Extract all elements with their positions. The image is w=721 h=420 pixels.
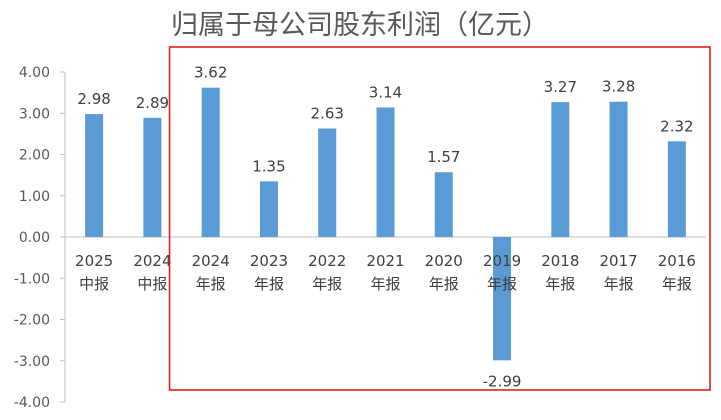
bar	[85, 114, 104, 237]
data-label: 3.14	[369, 83, 402, 101]
x-tick-label: 2024	[133, 252, 171, 270]
x-tick-label: 年报	[662, 275, 692, 293]
y-tick-label: -2.00	[14, 313, 50, 329]
x-tick-label: 年报	[487, 275, 517, 293]
y-tick-label: 1.00	[19, 189, 50, 205]
y-tick-label: 0.00	[19, 230, 50, 246]
data-label: 1.57	[427, 148, 460, 166]
data-label: 3.27	[544, 78, 577, 96]
data-label: 3.62	[194, 64, 227, 82]
x-tick-label: 年报	[604, 275, 634, 293]
data-label: -2.99	[483, 372, 522, 390]
y-tick-label: -4.00	[14, 395, 50, 411]
data-label: 2.63	[311, 105, 344, 123]
x-tick-label: 2023	[250, 252, 288, 270]
x-tick-label: 年报	[370, 275, 400, 293]
labels-group: 2.98 2025 中报 2.89 2024 中报 3.62 2024 年报 1.35 2023 年报…	[75, 64, 696, 391]
bar	[259, 181, 278, 237]
data-label: 1.35	[252, 157, 285, 175]
x-tick-label: 中报	[79, 275, 109, 293]
bar	[609, 101, 628, 237]
x-tick-label: 年报	[429, 275, 459, 293]
bar	[201, 87, 220, 237]
x-tick-label: 2016	[658, 252, 696, 270]
bar	[143, 117, 162, 237]
y-tick-label: -1.00	[14, 271, 50, 287]
x-tick-label: 年报	[545, 275, 575, 293]
bars-group	[85, 87, 686, 361]
axis-group: 4.00 3.00 2.00 1.00 0.00 -1.00 -2.00 -3.00 -4.00	[14, 65, 706, 411]
y-tick-label: -3.00	[14, 354, 50, 370]
y-tick-label: 2.00	[19, 148, 50, 164]
bar	[667, 141, 686, 237]
x-tick-label: 中报	[137, 275, 167, 293]
x-tick-label: 年报	[196, 275, 226, 293]
bar	[318, 128, 337, 237]
x-tick-label: 2017	[599, 252, 637, 270]
y-tick-label: 4.00	[19, 65, 50, 81]
data-label: 3.28	[602, 78, 635, 96]
x-tick-label: 2020	[425, 252, 463, 270]
chart-title: 归属于母公司股东利润（亿元）	[171, 10, 549, 41]
bar	[493, 237, 512, 361]
data-label: 2.32	[660, 117, 693, 135]
x-tick-label: 2025	[75, 252, 113, 270]
x-tick-label: 2024	[192, 252, 230, 270]
x-tick-label: 2019	[483, 252, 521, 270]
bar	[434, 172, 453, 237]
x-tick-label: 2022	[308, 252, 346, 270]
data-label: 2.89	[136, 94, 169, 112]
highlight-box	[168, 46, 711, 391]
x-tick-label: 年报	[312, 275, 342, 293]
data-label: 2.98	[77, 90, 110, 108]
bar	[376, 107, 395, 237]
x-tick-label: 年报	[254, 275, 284, 293]
x-tick-label: 2018	[541, 252, 579, 270]
x-tick-label: 2021	[366, 252, 404, 270]
y-tick-label: 3.00	[19, 106, 50, 122]
bar	[551, 102, 570, 237]
